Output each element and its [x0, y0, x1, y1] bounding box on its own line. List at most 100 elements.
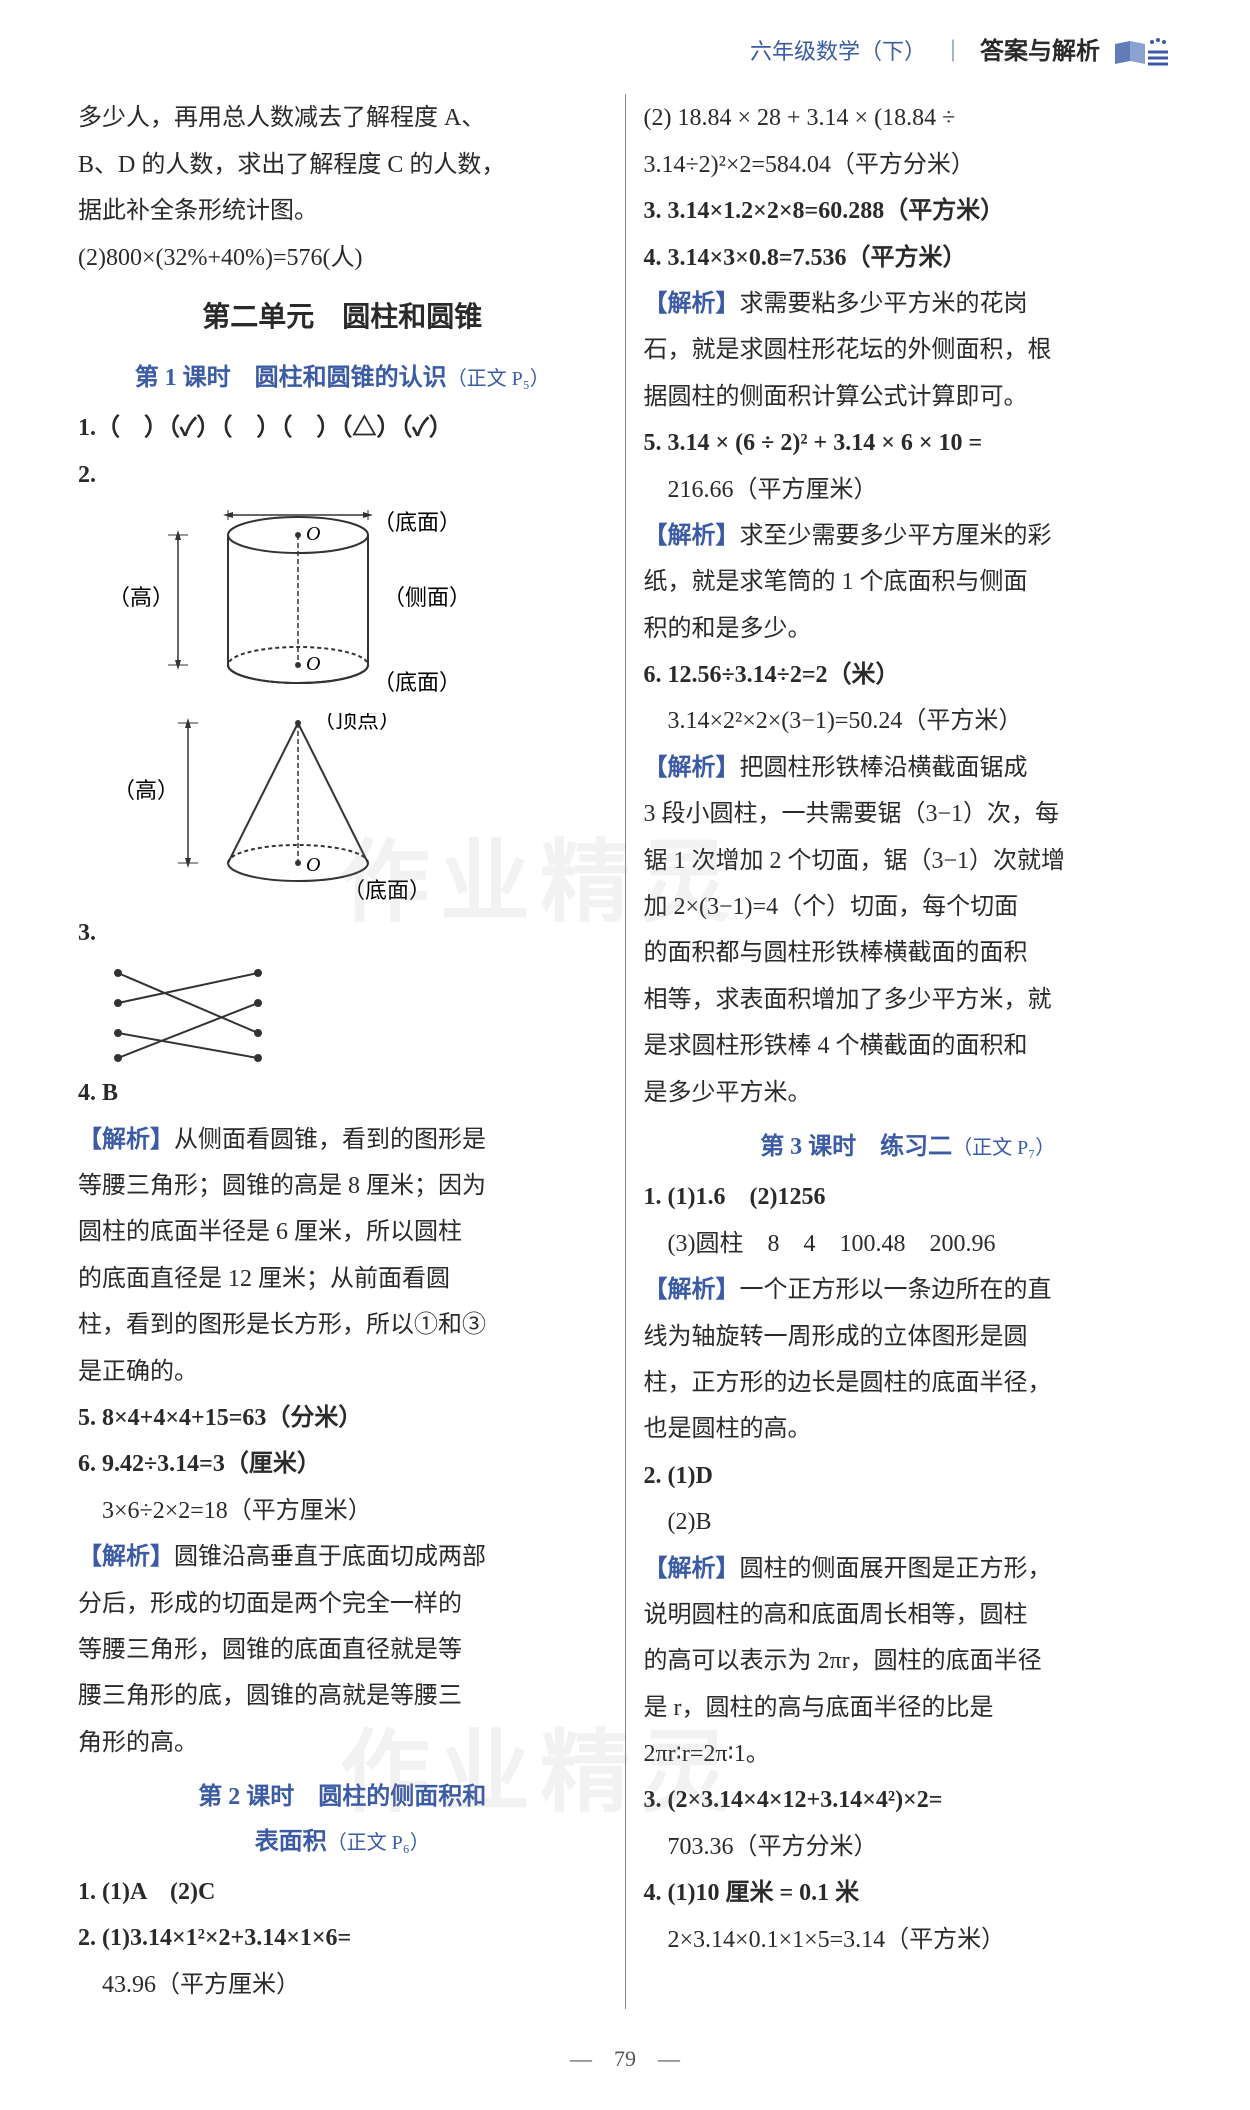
- content-columns: 多少人，再用总人数减去了解程度 A、 B、D 的人数，求出了解程度 C 的人数，…: [60, 94, 1190, 2009]
- lesson-title-text: 第 2 课时 圆柱的侧面积和: [198, 1784, 486, 1810]
- analysis-label: 【解析】: [644, 1556, 740, 1582]
- header-subject: 六年级数学（下）: [750, 32, 926, 73]
- analysis: 【解析】求至少需要多少平方厘米的彩: [644, 514, 1173, 558]
- svg-text:O: O: [306, 653, 320, 675]
- svg-text:（底面）: （底面）: [343, 878, 431, 903]
- svg-text:（侧面）: （侧面）: [383, 585, 471, 610]
- answer-item: 2. (1)D: [644, 1454, 1173, 1498]
- text-line: 柱，正方形的边长是圆柱的底面半径，: [644, 1361, 1173, 1405]
- lesson-title: 第 1 课时 圆柱和圆锥的认识（正文 P₅）: [78, 356, 607, 400]
- header-section: 答案与解析: [980, 30, 1100, 74]
- right-column: (2) 18.84 × 28 + 3.14 × (18.84 ÷ 3.14÷2)…: [626, 94, 1191, 2009]
- answer-item: (2)B: [644, 1500, 1173, 1544]
- text-line: 据圆柱的侧面积计算公式计算即可。: [644, 375, 1173, 419]
- page-header: 六年级数学（下） ｜ 答案与解析: [60, 30, 1190, 74]
- svg-text:O: O: [306, 523, 320, 545]
- text-line: 是 r，圆柱的高与底面半径的比是: [644, 1686, 1173, 1730]
- analysis-label: 【解析】: [78, 1544, 174, 1570]
- text-line: 纸，就是求笔筒的 1 个底面积与侧面: [644, 560, 1173, 604]
- rq4: 4. 3.14×3×0.8=7.536（平方米）: [644, 245, 967, 271]
- text-line: 说明圆柱的高和底面周长相等，圆柱: [644, 1593, 1173, 1637]
- answer-item: 3. 3.14×1.2×2×8=60.288（平方米）: [644, 189, 1173, 233]
- matching-diagram: [108, 963, 308, 1063]
- text-line: 3.14÷2)²×2=584.04（平方分米）: [644, 143, 1173, 187]
- analysis-label: 【解析】: [644, 291, 740, 317]
- text-line: 是正确的。: [78, 1350, 607, 1394]
- header-divider: ｜: [942, 32, 964, 73]
- text-line: 分后，形成的切面是两个完全一样的: [78, 1582, 607, 1626]
- answer-item: 4. 3.14×3×0.8=7.536（平方米）: [644, 236, 1173, 280]
- text-line: 2πr∶r=2π∶1。: [644, 1732, 1173, 1776]
- text-line: 柱，看到的图形是长方形，所以①和③: [78, 1303, 607, 1347]
- answer-item: 3.14×2²×2×(3−1)=50.24（平方米）: [644, 699, 1173, 743]
- answer-item: 43.96（平方厘米）: [78, 1963, 607, 2007]
- text-line: 的面积都与圆柱形铁棒横截面的面积: [644, 931, 1173, 975]
- text-line: B、D 的人数，求出了解程度 C 的人数，: [78, 143, 607, 187]
- text-line: 的高可以表示为 2πr，圆柱的底面半径: [644, 1639, 1173, 1683]
- answer-item: 216.66（平方厘米）: [644, 468, 1173, 512]
- analysis: 【解析】一个正方形以一条边所在的直: [644, 1268, 1173, 1312]
- l3q3a: 3. (2×3.14×4×12+3.14×4²)×2=: [644, 1787, 943, 1813]
- rq5a: 5. 3.14 × (6 ÷ 2)² + 3.14 × 6 × 10 =: [644, 430, 983, 456]
- text-line: 是多少平方米。: [644, 1071, 1173, 1115]
- lesson-title: 第 2 课时 圆柱的侧面积和 表面积（正文 P₆）: [78, 1775, 607, 1864]
- answer-item: 5. 3.14 × (6 ÷ 2)² + 3.14 × 6 × 10 =: [644, 421, 1173, 465]
- text-line: (2)800×(32%+40%)=576(人): [78, 236, 607, 280]
- l3q2a: 2. (1)D: [644, 1463, 713, 1489]
- text-line: 圆柱的侧面展开图是正方形，: [740, 1556, 1052, 1582]
- answer-item: 4. (1)10 厘米 = 0.1 米: [644, 1871, 1173, 1915]
- answer-item: 6. 12.56÷3.14÷2=2（米）: [644, 653, 1173, 697]
- answer-item: 3×6÷2×2=18（平方厘米）: [78, 1489, 607, 1533]
- l2q2a: 2. (1)3.14×1²×2+3.14×1×6=: [78, 1925, 351, 1951]
- analysis: 【解析】圆锥沿高垂直于底面切成两部: [78, 1535, 607, 1579]
- answer-item: 2×3.14×0.1×1×5=3.14（平方米）: [644, 1918, 1173, 1962]
- lesson-ref: （正文 P₆）: [327, 1832, 430, 1854]
- left-column: 多少人，再用总人数减去了解程度 A、 B、D 的人数，求出了解程度 C 的人数，…: [60, 94, 626, 2009]
- q3-label: 3.: [78, 920, 96, 946]
- answer-item: 2. (1)3.14×1²×2+3.14×1×6=: [78, 1916, 607, 1960]
- lesson-title-text: 第 1 课时 圆柱和圆锥的认识: [135, 365, 447, 391]
- answer-item: 3. (2×3.14×4×12+3.14×4²)×2=: [644, 1778, 1173, 1822]
- text-line: (2) 18.84 × 28 + 3.14 × (18.84 ÷: [644, 96, 1173, 140]
- svg-text:（顶点）: （顶点）: [313, 713, 401, 733]
- text-line: 加 2×(3−1)=4（个）切面，每个切面: [644, 885, 1173, 929]
- l3q4a: 4. (1)10 厘米 = 0.1 米: [644, 1880, 860, 1906]
- answer-item: 2.: [78, 453, 607, 497]
- text-line: 据此补全条形统计图。: [78, 189, 607, 233]
- text-line: 一个正方形以一条边所在的直: [740, 1277, 1052, 1303]
- text-line: 相等，求表面积增加了多少平方米，就: [644, 978, 1173, 1022]
- text-line: 等腰三角形，圆锥的底面直径就是等: [78, 1628, 607, 1672]
- unit-title: 第二单元 圆柱和圆锥: [78, 292, 607, 344]
- answer-item: 703.36（平方分米）: [644, 1825, 1173, 1869]
- svg-text:O: O: [306, 854, 320, 876]
- answer-item: 6. 9.42÷3.14=3（厘米）: [78, 1442, 607, 1486]
- analysis-label: 【解析】: [644, 755, 740, 781]
- text-line: 圆锥沿高垂直于底面切成两部: [174, 1544, 486, 1570]
- rq3: 3. 3.14×1.2×2×8=60.288（平方米）: [644, 198, 1005, 224]
- q4: 4. B: [78, 1080, 118, 1106]
- page-number: — 79 —: [60, 2039, 1190, 2080]
- answer-item: 1.（ ）（✓）（ ）（ ）（△）（✓）: [78, 406, 607, 450]
- q1: 1.（ ）（✓）（ ）（ ）（△）（✓）: [78, 415, 453, 441]
- text-line: 的底面直径是 12 厘米；从前面看圆: [78, 1257, 607, 1301]
- l3q1a: 1. (1)1.6 (2)1256: [644, 1184, 826, 1210]
- text-line: 多少人，再用总人数减去了解程度 A、: [78, 96, 607, 140]
- lesson-ref: （正文 P₅）: [447, 368, 550, 390]
- analysis: 【解析】圆柱的侧面展开图是正方形，: [644, 1547, 1173, 1591]
- text-line: 是求圆柱形铁棒 4 个横截面的面积和: [644, 1024, 1173, 1068]
- page-number-value: 79: [614, 2046, 636, 2071]
- analysis-label: 【解析】: [644, 523, 740, 549]
- text-line: 把圆柱形铁棒沿横截面锯成: [740, 755, 1028, 781]
- text-line: 积的和是多少。: [644, 607, 1173, 651]
- text-line: 锯 1 次增加 2 个切面，锯（3−1）次就增: [644, 839, 1173, 883]
- answer-item: 1. (1)A (2)C: [78, 1870, 607, 1914]
- text-line: 线为轴旋转一周形成的立体图形是圆: [644, 1315, 1173, 1359]
- l2q1: 1. (1)A (2)C: [78, 1879, 215, 1905]
- analysis-label: 【解析】: [78, 1127, 174, 1153]
- analysis: 【解析】求需要粘多少平方米的花岗: [644, 282, 1173, 326]
- cylinder-diagram: O O （底面） （侧面） （底面） （高）: [108, 505, 488, 705]
- book-icon: [1110, 36, 1170, 68]
- svg-text:（高）: （高）: [108, 585, 174, 610]
- text-line: 求至少需要多少平方厘米的彩: [740, 523, 1052, 549]
- text-line: 3 段小圆柱，一共需要锯（3−1）次，每: [644, 792, 1173, 836]
